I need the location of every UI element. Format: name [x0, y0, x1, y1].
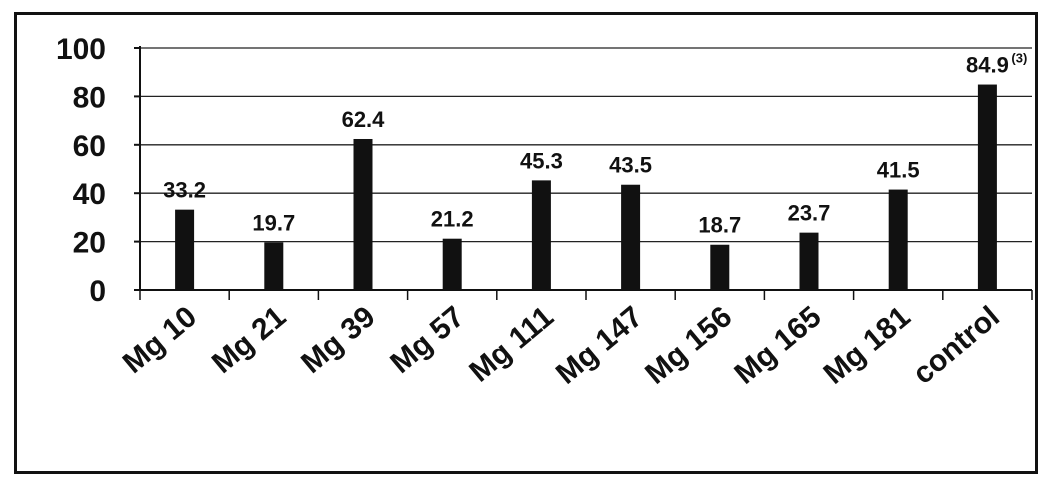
x-category-label: control	[907, 300, 1006, 391]
bar	[621, 184, 641, 290]
data-label: 43.5	[609, 153, 652, 178]
data-label: 84.9	[966, 53, 1009, 78]
bar	[799, 232, 819, 290]
bar	[442, 238, 462, 290]
x-category-label: Mg 156	[639, 300, 738, 391]
data-label: 45.3	[520, 148, 563, 173]
x-category-label: Mg 181	[818, 300, 917, 391]
data-label: 23.7	[788, 201, 831, 226]
x-category-label: Mg 57	[384, 300, 470, 380]
x-category-label: Mg 111	[463, 300, 560, 389]
y-tick-label: 20	[73, 227, 106, 260]
bar	[531, 180, 551, 290]
x-category-label: Mg 165	[728, 300, 827, 391]
y-tick-label: 0	[89, 275, 106, 308]
y-tick-label: 60	[73, 130, 106, 163]
data-label: 18.7	[698, 213, 741, 238]
bar	[175, 209, 195, 290]
data-label: 41.5	[877, 158, 920, 183]
y-tick-label: 80	[73, 81, 106, 114]
bar	[710, 244, 730, 290]
bar	[264, 242, 284, 290]
y-tick-label: 40	[73, 178, 106, 211]
x-category-label: Mg 147	[550, 300, 649, 391]
data-label: 33.2	[163, 178, 206, 203]
x-category-label: Mg 10	[117, 300, 203, 380]
data-label-superscript: (3)	[1011, 51, 1027, 66]
bar	[888, 189, 908, 290]
bar	[977, 84, 997, 291]
data-label: 62.4	[342, 107, 386, 132]
data-label: 21.2	[431, 207, 474, 232]
x-category-label: Mg 39	[295, 300, 381, 380]
x-category-label: Mg 21	[206, 300, 292, 380]
y-tick-label: 100	[56, 33, 106, 66]
bar	[353, 138, 373, 290]
data-label: 19.7	[252, 210, 295, 235]
